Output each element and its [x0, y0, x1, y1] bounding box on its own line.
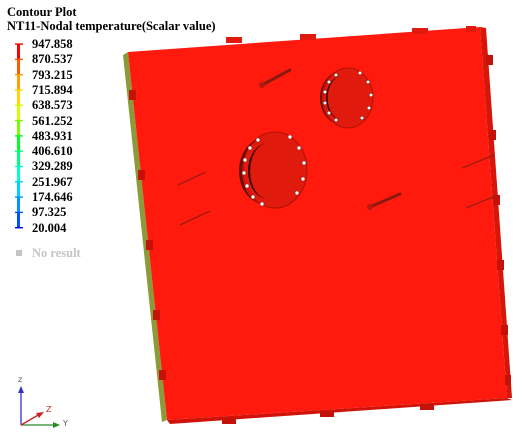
legend-value: 174.646: [32, 190, 73, 204]
legend-tick: [15, 150, 23, 152]
no-result-label: No result: [32, 246, 81, 260]
legend-segment: [17, 212, 20, 228]
coordinate-triad: [18, 386, 60, 428]
legend-value: 251.967: [32, 174, 73, 189]
legend-tick: [15, 104, 23, 106]
legend-tick: [15, 58, 23, 61]
right-tabs: [486, 55, 511, 385]
legend-value: 870.537: [32, 52, 73, 67]
legend-value: 97.325: [32, 205, 67, 220]
triad-vertical-label: z: [18, 375, 23, 384]
legend-tick: [15, 89, 23, 91]
no-result-swatch: [16, 250, 22, 256]
triad-diagonal-label: Z: [46, 405, 52, 414]
legend-value: 483.931: [32, 128, 73, 143]
legend-value: 329.289: [32, 159, 73, 174]
legend-tick: [15, 165, 23, 168]
legend-segment: [17, 181, 20, 197]
legend-tick: [15, 74, 23, 76]
plot-subtitle: NT11-Nodal temperature(Scalar value): [7, 19, 216, 33]
plate-surface: [128, 27, 507, 420]
legend-segment: [17, 166, 20, 182]
top-tabs: [226, 26, 476, 43]
left-tabs: [129, 90, 166, 380]
legend-value: 638.573: [32, 98, 73, 113]
legend-segment: [17, 135, 20, 152]
legend-tick: [15, 227, 23, 229]
legend-value: 715.894: [32, 82, 73, 97]
legend-value: 561.252: [32, 113, 73, 128]
legend-tick: [15, 181, 23, 183]
slot-upper: [259, 68, 292, 88]
legend-tick: [15, 119, 23, 122]
legend-tick: [15, 196, 23, 198]
plot-title: Contour Plot: [7, 5, 77, 19]
legend-value: 947.858: [32, 37, 73, 51]
legend-value: 20.004: [32, 220, 67, 235]
plate-right-edge: [480, 27, 512, 398]
legend-segment: [17, 59, 20, 75]
legend-value: 406.610: [32, 144, 73, 159]
legend-segment: [17, 89, 20, 106]
legend-segment: [17, 74, 20, 90]
legend-segment: [17, 151, 20, 167]
bottom-tabs: [222, 404, 434, 424]
legend-value: 793.215: [32, 67, 73, 82]
legend-tick: [15, 43, 23, 45]
legend-segment: [17, 197, 20, 213]
slot-middle: [367, 192, 402, 210]
legend-segment: [17, 44, 20, 60]
hole-lower: [239, 131, 308, 209]
plate-left-edge: [123, 52, 167, 422]
color-legend: 947.858 870.537 793.215 715.894 638.573 561.2…: [5, 37, 125, 263]
grooves: [177, 154, 499, 226]
hole-upper: [320, 67, 374, 129]
legend-segment: [17, 120, 20, 136]
legend-segment: [17, 105, 20, 121]
legend-color-bar: [15, 43, 23, 229]
triad-horizontal-label: Y: [63, 419, 68, 428]
legend-tick: [15, 211, 23, 214]
legend-tick: [15, 135, 23, 137]
